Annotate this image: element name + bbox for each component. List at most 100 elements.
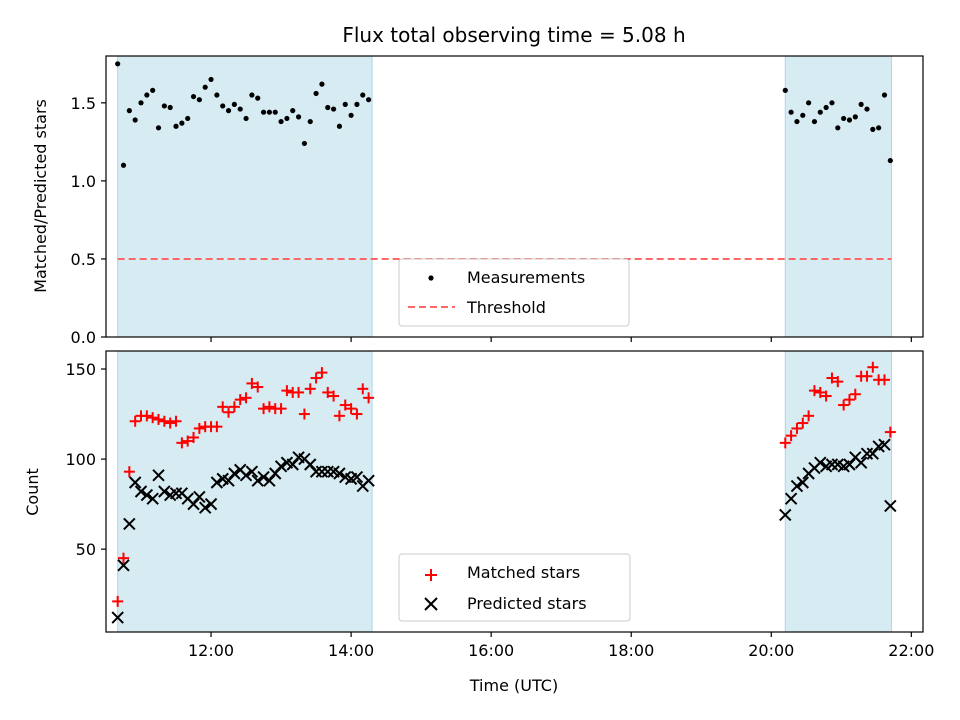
matched-star-point bbox=[147, 412, 159, 424]
matched-star-point bbox=[223, 406, 235, 418]
predicted-star-point bbox=[210, 476, 224, 489]
measurement-point bbox=[179, 120, 185, 126]
predicted-star-point bbox=[128, 476, 142, 489]
matched-star-point bbox=[188, 431, 200, 443]
matched-star-point bbox=[176, 437, 188, 449]
measurement-point bbox=[272, 109, 278, 115]
measurement-point bbox=[126, 108, 132, 114]
measurement-point bbox=[301, 140, 308, 147]
predicted-star-point bbox=[251, 474, 264, 487]
predicted-star-point bbox=[134, 485, 148, 498]
matched-star-point bbox=[826, 372, 838, 384]
predicted-star-point bbox=[193, 490, 206, 504]
matched-star-point bbox=[838, 399, 850, 411]
matched-star-point bbox=[211, 421, 223, 433]
matched-star-point bbox=[252, 381, 264, 393]
measurement-point bbox=[220, 103, 226, 109]
measurement-point bbox=[348, 112, 354, 118]
predicted-star-point bbox=[140, 488, 154, 502]
predicted-star-point bbox=[860, 447, 874, 460]
measurement-point bbox=[876, 125, 882, 131]
matched-star-point bbox=[322, 386, 334, 398]
matched-star-point bbox=[849, 388, 861, 400]
top-y-tick-label: 0.5 bbox=[71, 250, 96, 269]
x-tick-label: 16:00 bbox=[468, 641, 514, 660]
measurement-point bbox=[841, 115, 847, 122]
matched-star-point bbox=[118, 552, 130, 564]
matched-star-point bbox=[129, 415, 141, 427]
predicted-star-point bbox=[158, 485, 171, 498]
predicted-star-point bbox=[309, 465, 323, 478]
bottom-x-axis-label: Time (UTC) bbox=[469, 676, 558, 695]
matched-star-point bbox=[234, 394, 246, 406]
bottom-panel: 12:00 14:00 16:00 18:00 20:00 22:00 50100150 … bbox=[23, 350, 934, 695]
matched-star-point bbox=[246, 377, 258, 389]
top-shaded-span-0 bbox=[117, 55, 373, 338]
measurement-point bbox=[295, 114, 302, 120]
matched-star-point bbox=[170, 415, 182, 427]
measurement-point bbox=[132, 117, 138, 123]
predicted-star-point bbox=[199, 501, 212, 514]
matched-star-point bbox=[328, 390, 340, 402]
x-tick-label: 20:00 bbox=[748, 641, 794, 660]
x-tick-label: 18:00 bbox=[608, 641, 654, 660]
legend-measurements-marker bbox=[428, 275, 434, 281]
matched-star-point bbox=[141, 410, 153, 422]
matched-star-point bbox=[293, 386, 305, 398]
predicted-star-point bbox=[321, 465, 334, 478]
matched-star-point bbox=[814, 386, 826, 398]
measurement-point bbox=[811, 118, 818, 125]
top-y-tick-label: 1.0 bbox=[71, 172, 96, 191]
matched-star-point bbox=[217, 401, 229, 413]
matched-star-point bbox=[797, 417, 809, 429]
top-shaded-span-1 bbox=[784, 55, 892, 338]
top-legend: Measurements Threshold bbox=[398, 258, 630, 327]
measurement-point bbox=[173, 123, 179, 129]
matched-star-point bbox=[843, 394, 855, 406]
bottom-plot-frame bbox=[105, 350, 924, 633]
matched-star-point bbox=[158, 415, 170, 427]
legend-matched-label: Matched stars bbox=[467, 563, 580, 582]
matched-star-point bbox=[832, 376, 844, 388]
matched-star-point bbox=[363, 392, 375, 404]
measurement-point bbox=[266, 109, 272, 115]
x-tick-label: 22:00 bbox=[888, 641, 934, 660]
measurement-point bbox=[202, 84, 208, 90]
measurement-point bbox=[237, 106, 243, 112]
measurement-point bbox=[823, 104, 829, 111]
measurement-point bbox=[138, 100, 144, 106]
matched-star-point bbox=[861, 370, 873, 382]
measurement-point bbox=[284, 115, 290, 122]
bottom-y-tick-label: 150 bbox=[65, 360, 96, 379]
matched-star-point bbox=[281, 385, 293, 397]
predicted-star-point bbox=[257, 470, 270, 484]
measurement-point bbox=[817, 109, 823, 115]
bottom-legend-box bbox=[398, 553, 631, 622]
matched-star-point bbox=[808, 385, 820, 397]
predicted-star-point bbox=[854, 456, 868, 469]
matched-star-point bbox=[820, 390, 832, 402]
top-y-tick-label: 0.0 bbox=[71, 328, 96, 347]
measurement-point bbox=[190, 93, 197, 100]
bottom-legend: Matched stars Predicted stars bbox=[398, 553, 631, 622]
bottom-y-axis-label: Count bbox=[23, 468, 42, 516]
measurement-point bbox=[342, 101, 348, 107]
matched-star-point bbox=[316, 367, 328, 379]
matched-star-point bbox=[304, 383, 316, 395]
measurement-point bbox=[864, 106, 870, 112]
predicted-star-point bbox=[228, 467, 241, 480]
measurement-point bbox=[800, 112, 806, 118]
chart-title: Flux total observing time = 5.08 h bbox=[342, 23, 685, 47]
measurement-point bbox=[214, 92, 220, 98]
measurement-point bbox=[794, 118, 800, 125]
legend-threshold-label: Threshold bbox=[466, 298, 546, 317]
matched-star-point bbox=[240, 392, 252, 404]
top-measurement-points bbox=[115, 61, 893, 168]
matched-star-point bbox=[779, 437, 791, 449]
measurement-point bbox=[290, 108, 296, 114]
predicted-star-point bbox=[204, 497, 218, 511]
predicted-star-point bbox=[239, 469, 253, 482]
measurement-point bbox=[167, 104, 173, 111]
measurement-point bbox=[881, 92, 888, 98]
measurement-point bbox=[325, 104, 331, 111]
